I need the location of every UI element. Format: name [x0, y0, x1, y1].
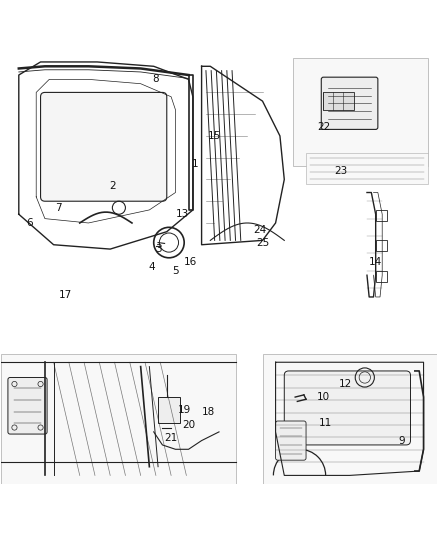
Text: 22: 22 — [317, 122, 330, 132]
Text: 25: 25 — [256, 238, 269, 247]
Text: 15: 15 — [208, 131, 221, 141]
FancyBboxPatch shape — [321, 77, 378, 130]
FancyBboxPatch shape — [284, 371, 410, 445]
FancyBboxPatch shape — [41, 92, 167, 201]
Text: 5: 5 — [172, 266, 179, 276]
Bar — [306, 154, 428, 184]
Bar — [158, 397, 180, 423]
Text: 8: 8 — [152, 75, 159, 84]
Text: 4: 4 — [148, 262, 155, 271]
Text: 12: 12 — [339, 379, 352, 389]
Bar — [262, 353, 437, 484]
Text: 14: 14 — [369, 257, 382, 267]
Text: 10: 10 — [317, 392, 330, 402]
Bar — [1, 353, 237, 484]
Text: 9: 9 — [399, 435, 405, 446]
Text: 13: 13 — [175, 209, 189, 219]
Text: 18: 18 — [201, 407, 215, 417]
Bar — [293, 58, 428, 166]
Text: 11: 11 — [319, 418, 332, 428]
FancyBboxPatch shape — [276, 421, 306, 460]
Text: 1: 1 — [192, 159, 198, 169]
FancyBboxPatch shape — [8, 377, 47, 434]
Text: 20: 20 — [182, 421, 195, 430]
Text: 23: 23 — [334, 166, 347, 176]
Text: 17: 17 — [59, 290, 72, 300]
Text: 7: 7 — [55, 203, 61, 213]
Bar — [323, 92, 354, 110]
Text: 3: 3 — [155, 244, 161, 254]
Bar — [376, 271, 387, 282]
Bar — [376, 210, 387, 221]
Text: 6: 6 — [26, 218, 33, 228]
Text: 19: 19 — [177, 405, 191, 415]
Text: 2: 2 — [109, 181, 116, 191]
Text: 16: 16 — [184, 257, 198, 267]
Text: 21: 21 — [165, 433, 178, 443]
Bar — [376, 240, 387, 251]
Text: 24: 24 — [254, 224, 267, 235]
